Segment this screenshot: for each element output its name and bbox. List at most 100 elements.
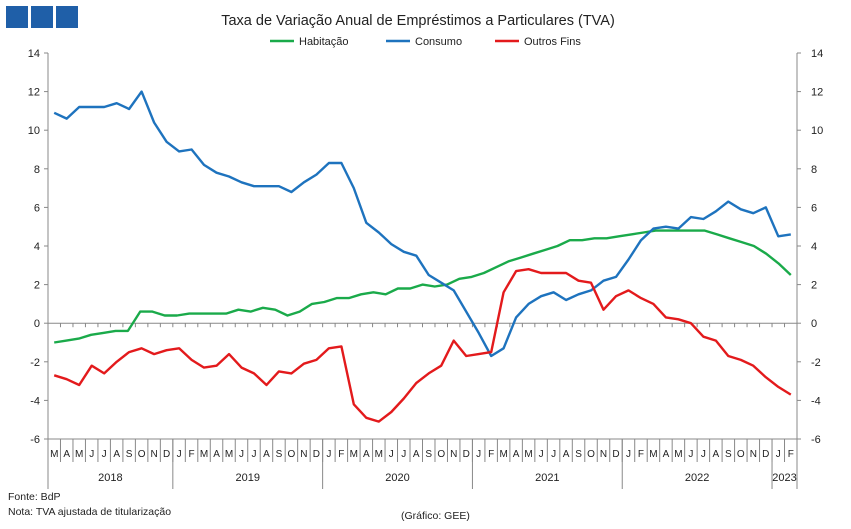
month-label: J <box>539 449 544 460</box>
month-label: J <box>401 449 406 460</box>
y-tick-label-right: 14 <box>811 48 823 60</box>
month-label: D <box>463 449 470 460</box>
y-tick-label-left: -2 <box>30 357 40 369</box>
month-label: J <box>102 449 107 460</box>
logo-square <box>31 6 53 28</box>
month-label: O <box>288 449 296 460</box>
adjustment-note: Nota: TVA ajustada de titularização <box>8 506 172 518</box>
y-tick-label-left: 2 <box>34 280 40 292</box>
month-label: M <box>75 449 83 460</box>
month-label: O <box>437 449 445 460</box>
month-label: M <box>375 449 383 460</box>
month-label: S <box>575 449 582 460</box>
month-label: J <box>251 449 256 460</box>
y-tick-label-left: 4 <box>34 241 40 253</box>
chart-title: Taxa de Variação Anual de Empréstimos a … <box>221 13 615 29</box>
y-tick-label-left: -6 <box>30 434 40 446</box>
chart-credit: (Gráfico: GEE) <box>401 510 470 522</box>
month-label: N <box>600 449 607 460</box>
month-label: O <box>737 449 745 460</box>
month-label: F <box>638 449 644 460</box>
month-label: J <box>776 449 781 460</box>
month-label: J <box>551 449 556 460</box>
chart-series <box>53 90 792 423</box>
month-label: A <box>513 449 520 460</box>
month-label: D <box>313 449 320 460</box>
year-label: 2018 <box>98 472 122 484</box>
legend-label: Outros Fins <box>524 36 581 48</box>
month-label: A <box>713 449 720 460</box>
month-label: N <box>150 449 157 460</box>
month-label: S <box>126 449 133 460</box>
y-tick-label-left: 8 <box>34 164 40 176</box>
three-square-brand-logo <box>6 6 78 28</box>
month-label: J <box>89 449 94 460</box>
y-tick-label-left: 10 <box>28 125 40 137</box>
month-label: J <box>389 449 394 460</box>
month-label: A <box>413 449 420 460</box>
month-label: S <box>425 449 432 460</box>
month-label: M <box>674 449 682 460</box>
y-tick-label-right: 6 <box>811 202 817 214</box>
year-label: 2023 <box>772 472 796 484</box>
month-label: D <box>163 449 170 460</box>
month-label: M <box>350 449 358 460</box>
month-label: S <box>725 449 732 460</box>
y-tick-label-right: 10 <box>811 125 823 137</box>
month-label: F <box>488 449 494 460</box>
y-tick-label-left: 0 <box>34 318 40 330</box>
month-label: O <box>587 449 595 460</box>
y-tick-label-right: -6 <box>811 434 821 446</box>
month-label: O <box>138 449 146 460</box>
year-label: 2019 <box>235 472 259 484</box>
month-label: F <box>189 449 195 460</box>
month-label: M <box>200 449 208 460</box>
series-line-0 <box>54 229 792 344</box>
chart-legend: Habitação Consumo Outros Fins <box>270 36 581 48</box>
month-label: N <box>450 449 457 460</box>
logo-square <box>6 6 28 28</box>
series-line-2 <box>53 268 792 423</box>
series-line-1 <box>53 90 791 358</box>
month-label: A <box>663 449 670 460</box>
year-label: 2022 <box>685 472 709 484</box>
y-tick-label-right: 2 <box>811 280 817 292</box>
month-label: J <box>476 449 481 460</box>
month-label: N <box>300 449 307 460</box>
month-label: A <box>113 449 120 460</box>
legend-label: Habitação <box>299 36 349 48</box>
legend-label: Consumo <box>415 36 462 48</box>
month-label: J <box>688 449 693 460</box>
month-label: J <box>701 449 706 460</box>
y-tick-label-right: 8 <box>811 164 817 176</box>
y-tick-label-right: -4 <box>811 395 821 407</box>
month-label: A <box>563 449 570 460</box>
month-label: J <box>239 449 244 460</box>
year-label: 2021 <box>535 472 559 484</box>
month-label: M <box>524 449 532 460</box>
month-label: F <box>788 449 794 460</box>
month-label: M <box>499 449 507 460</box>
y-tick-label-right: 12 <box>811 87 823 99</box>
month-label: D <box>762 449 769 460</box>
y-tick-label-left: 12 <box>28 87 40 99</box>
month-label: A <box>263 449 270 460</box>
y-tick-label-left: -4 <box>30 395 40 407</box>
month-label: J <box>177 449 182 460</box>
year-label: 2020 <box>385 472 409 484</box>
source-note: Fonte: BdP <box>8 491 61 503</box>
month-label: A <box>63 449 70 460</box>
y-tick-label-left: 6 <box>34 202 40 214</box>
month-label: F <box>338 449 344 460</box>
month-label: M <box>50 449 58 460</box>
month-label: J <box>626 449 631 460</box>
y-tick-label-right: -2 <box>811 357 821 369</box>
month-label: D <box>612 449 619 460</box>
month-label: J <box>326 449 331 460</box>
y-tick-label-right: 0 <box>811 318 817 330</box>
y-tick-label-right: 4 <box>811 241 817 253</box>
month-label: A <box>213 449 220 460</box>
month-label: M <box>649 449 657 460</box>
